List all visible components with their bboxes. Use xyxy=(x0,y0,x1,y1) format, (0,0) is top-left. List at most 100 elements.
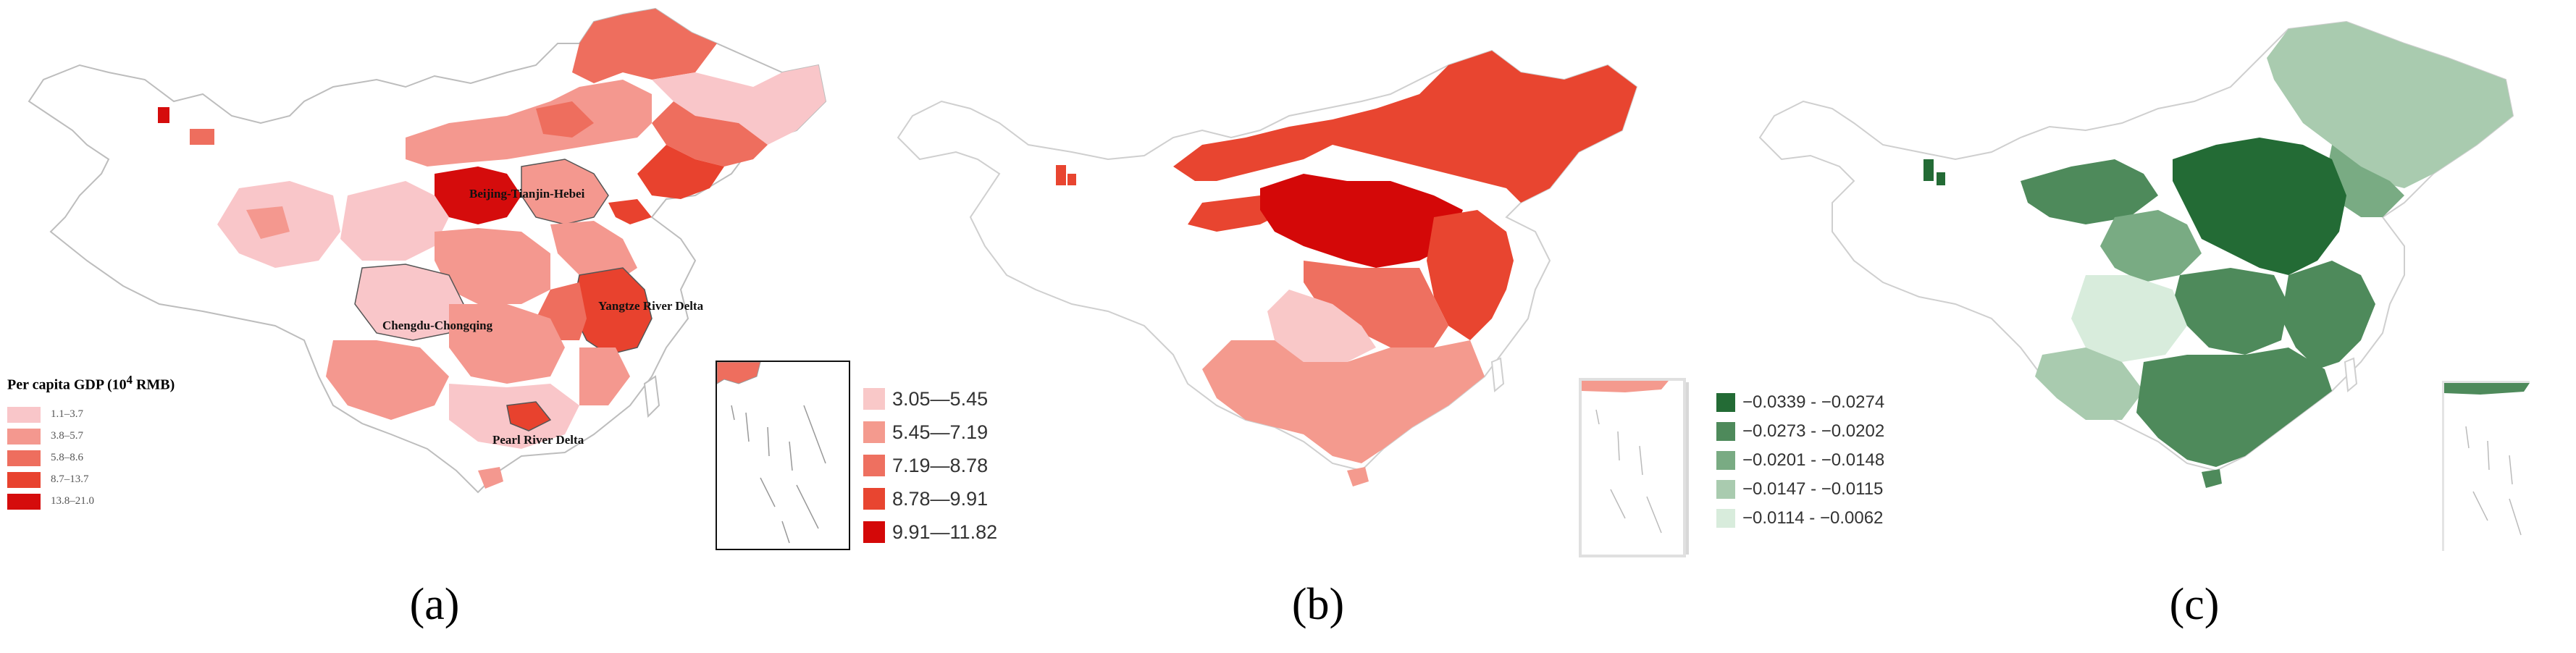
region-b-south xyxy=(1202,340,1485,463)
region-hainan xyxy=(478,467,503,489)
inset-map-a xyxy=(716,361,826,544)
a-legend-item: 8.7–13.7 xyxy=(7,469,175,491)
c-legend-item: −0.0114 - −0.0062 xyxy=(1716,504,1884,533)
china-map-c xyxy=(1758,20,2514,488)
region-label-pearl-river-delta: Pearl River Delta xyxy=(492,433,584,447)
region-c-hainan xyxy=(2202,469,2222,488)
b-legend-item: 3.05—5.45 xyxy=(863,382,997,416)
region-taiwan xyxy=(643,375,660,418)
region-c-northwest xyxy=(2100,210,2202,282)
legend-rows-a: 1.1–3.7 3.8–5.7 5.8–8.6 8.7–13.7 13.8–21.0 xyxy=(7,404,175,513)
c-legend-label: −0.0201 - −0.0148 xyxy=(1742,450,1885,470)
region-shandong xyxy=(550,221,637,282)
legend-a: Per capita GDP (104 RMB) 1.1–3.7 3.8–5.7 5… xyxy=(7,373,175,513)
region-jilin xyxy=(652,101,768,167)
c-legend-swatch xyxy=(1716,393,1735,412)
region-label-yangtze-river-delta: Yangtze River Delta xyxy=(598,299,704,313)
south-china-sea-inset-c xyxy=(2442,381,2530,551)
c-legend-label: −0.0147 - −0.0115 xyxy=(1742,479,1884,499)
region-inner-mongolia xyxy=(406,80,652,167)
region-b-southwest xyxy=(1267,290,1376,362)
region-gansu-spot xyxy=(246,206,290,239)
region-c-south xyxy=(2136,347,2332,467)
b-legend-label: 5.45—7.19 xyxy=(892,421,989,443)
region-pearl-river-delta xyxy=(506,401,552,431)
region-b-north-core xyxy=(1260,174,1463,268)
region-c-east xyxy=(2281,261,2375,369)
b-legend-item: 5.45—7.19 xyxy=(863,416,997,449)
b-legend-swatch xyxy=(863,488,885,510)
legend-rows-b: 3.05—5.45 5.45—7.19 7.19—8.78 8.78—9.91 9.91… xyxy=(863,382,997,549)
region-northwest-china xyxy=(340,181,449,261)
region-inner-mongolia-mid xyxy=(536,101,594,138)
region-central-china xyxy=(435,228,550,304)
region-ordos xyxy=(435,167,521,224)
c-legend-swatch xyxy=(1716,422,1735,441)
c-legend-item: −0.0201 - −0.0148 xyxy=(1716,446,1884,475)
b-legend-label: 3.05—5.45 xyxy=(892,387,989,410)
panel-a: Beijing-Tianjin-Hebei Yangtze River Delt… xyxy=(0,0,855,653)
region-c-yunnan xyxy=(2035,347,2144,420)
b-legend-item: 8.78—9.91 xyxy=(863,482,997,515)
region-c-taiwan xyxy=(2344,357,2358,392)
inset-map-c xyxy=(2444,383,2530,536)
a-legend-label: 5.8–8.6 xyxy=(51,452,83,464)
c-legend-label: −0.0114 - −0.0062 xyxy=(1742,508,1884,528)
a-legend-swatch xyxy=(7,428,41,445)
region-hunan-hubei xyxy=(449,304,565,384)
region-heilongjiang-north xyxy=(572,9,717,83)
a-legend-label: 3.8–5.7 xyxy=(51,430,83,442)
legend-rows-c: −0.0339 - −0.0274 −0.0273 - −0.0202 −0.020… xyxy=(1716,388,1884,533)
region-label-beijing-tianjin-hebei: Beijing-Tianjin-Hebei xyxy=(469,187,585,201)
region-c-sichuan xyxy=(2071,275,2187,362)
region-b-east xyxy=(1427,210,1514,340)
china-map-a xyxy=(28,7,827,494)
region-c-northeast xyxy=(2267,22,2513,188)
c-legend-label: −0.0339 - −0.0274 xyxy=(1742,392,1885,412)
region-c-north-core xyxy=(2173,138,2346,275)
c-legend-swatch xyxy=(1716,451,1735,470)
region-liaoning xyxy=(637,145,724,199)
b-legend-label: 8.78—9.91 xyxy=(892,487,989,510)
region-fujian xyxy=(579,347,630,405)
panel-c: (c) xyxy=(1709,0,2576,653)
panel-label-c: (c) xyxy=(2169,580,2220,629)
region-b-taiwan xyxy=(1490,357,1505,392)
b-legend-swatch xyxy=(863,521,885,543)
b-legend-label: 7.19—8.78 xyxy=(892,454,989,476)
inset-map-b-right xyxy=(1582,381,1669,534)
a-legend-swatch xyxy=(7,471,41,488)
region-c-xinjiang-b xyxy=(1937,172,1945,185)
a-legend-swatch xyxy=(7,450,41,466)
b-legend-swatch xyxy=(863,421,885,443)
legend-title-a: Per capita GDP (104 RMB) xyxy=(7,373,175,393)
region-urumqi xyxy=(190,129,214,145)
region-label-chengdu-chongqing: Chengdu-Chongqing xyxy=(382,319,493,332)
a-legend-label: 13.8–21.0 xyxy=(51,495,94,507)
legend-b: 3.05—5.45 5.45—7.19 7.19—8.78 8.78—9.91 9.91… xyxy=(863,382,997,549)
c-legend-label: −0.0273 - −0.0202 xyxy=(1742,421,1885,441)
region-yunnan-guizhou xyxy=(326,340,449,420)
panel-label-b: (b) xyxy=(1291,580,1345,629)
a-legend-item: 13.8–21.0 xyxy=(7,491,175,513)
c-legend-item: −0.0147 - −0.0115 xyxy=(1716,475,1884,504)
region-c-central xyxy=(2173,268,2288,355)
region-karamay xyxy=(158,107,169,123)
c-legend-swatch xyxy=(1716,509,1735,528)
c-legend-item: −0.0273 - −0.0202 xyxy=(1716,417,1884,446)
a-legend-swatch xyxy=(7,493,41,510)
a-legend-swatch xyxy=(7,406,41,423)
panel-label-a: (a) xyxy=(409,580,460,629)
china-map-b xyxy=(897,49,1638,486)
b-legend-swatch xyxy=(863,455,885,476)
south-china-sea-inset-a xyxy=(716,361,850,550)
b-legend-label: 9.91—11.82 xyxy=(892,521,998,543)
legend-c: −0.0339 - −0.0274 −0.0273 - −0.0202 −0.020… xyxy=(1716,388,1884,533)
south-china-sea-inset-b-right xyxy=(1579,378,1686,557)
a-legend-item: 1.1–3.7 xyxy=(7,404,175,426)
c-legend-swatch xyxy=(1716,480,1735,499)
region-heilongjiang-east xyxy=(652,65,826,145)
region-c-inner-mongolia-west xyxy=(2021,159,2158,224)
region-b-xinjiang-b xyxy=(1067,174,1076,185)
region-shandong-north xyxy=(608,199,652,224)
